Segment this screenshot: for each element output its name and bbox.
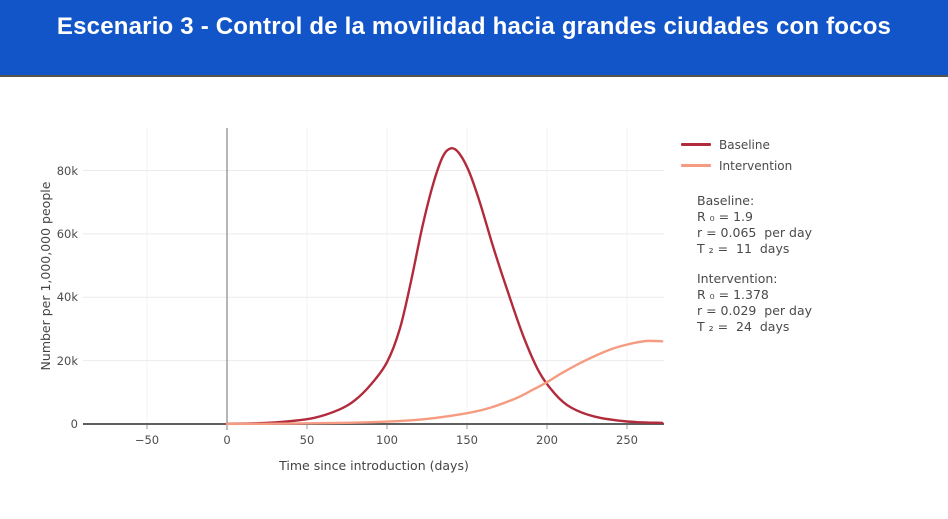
legend: Baseline Intervention [681, 134, 792, 176]
intervention-line-swatch [681, 164, 711, 167]
legend-label-baseline: Baseline [719, 137, 770, 152]
title-bar: Escenario 3 - Control de la movilidad ha… [0, 0, 948, 77]
series-line-baseline[interactable] [225, 147, 664, 425]
baseline-line-swatch [681, 143, 711, 146]
legend-item-baseline[interactable]: Baseline [681, 134, 792, 155]
x-tick-label: 250 [616, 433, 638, 447]
baseline-annotation: Baseline: R ₀ = 1.9 r = 0.065 per day T ₂ … [697, 193, 812, 257]
series-line-intervention[interactable] [225, 339, 664, 426]
legend-label-intervention: Intervention [719, 158, 793, 173]
intervention-annotation-heading: Intervention: [697, 271, 778, 286]
baseline-annotation-lines: R ₀ = 1.9 r = 0.065 per day T ₂ = 11 days [697, 209, 812, 257]
annotation-line: r = 0.065 per day [697, 225, 813, 240]
y-tick-label: 20k [56, 353, 78, 368]
legend-item-intervention[interactable]: Intervention [681, 155, 792, 176]
annotation-line: r = 0.029 per day [697, 303, 813, 318]
x-tick-label: 100 [376, 433, 398, 447]
baseline-annotation-heading: Baseline: [697, 193, 755, 208]
annotation-line: T ₂ = 11 days [697, 241, 790, 256]
y-tick-label: 60k [56, 226, 78, 241]
params-annotation: Baseline: R ₀ = 1.9 r = 0.065 per day T ₂ … [697, 193, 812, 349]
x-tick-label: 200 [536, 433, 558, 447]
annotation-line: R ₀ = 1.9 [697, 209, 753, 224]
intervention-annotation-lines: R ₀ = 1.378 r = 0.029 per day T ₂ = 24 day… [697, 287, 812, 335]
page-title: Escenario 3 - Control de la movilidad ha… [56, 13, 892, 40]
annotation-line: T ₂ = 24 days [697, 319, 790, 334]
y-tick-label: 0 [70, 417, 78, 431]
x-tick-label: 50 [299, 433, 315, 447]
x-tick-label: 150 [456, 433, 478, 447]
y-tick-label: 80k [56, 163, 78, 178]
y-axis-title: Number per 1,000,000 people [38, 181, 53, 371]
x-axis-title: Time since introduction (days) [279, 458, 469, 473]
annotation-line: R ₀ = 1.378 [697, 287, 769, 302]
intervention-annotation: Intervention: R ₀ = 1.378 r = 0.029 per d… [697, 271, 812, 335]
x-tick-label: −50 [134, 433, 160, 447]
y-tick-label: 40k [56, 290, 78, 305]
x-tick-label: 0 [223, 433, 231, 447]
